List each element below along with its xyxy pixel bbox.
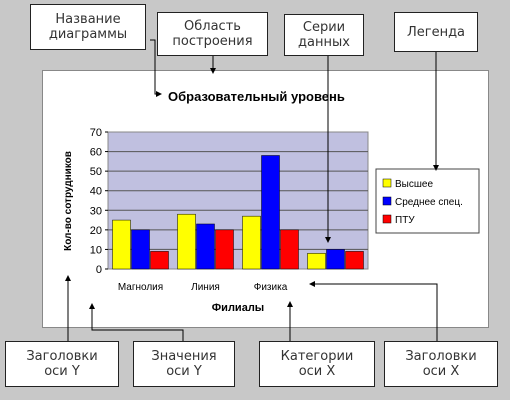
- gridlines: [108, 151, 368, 250]
- bar: [215, 229, 234, 270]
- chart-title: Образовательный уровень: [168, 89, 345, 104]
- callout-y-axis-title: Заголовки оси Y: [5, 341, 119, 387]
- y-ticks: 0 10 20 30 40 50 60 70: [90, 127, 108, 276]
- callout-chart-title-line2: диаграммы: [48, 27, 128, 42]
- x-axis-title: Филиалы: [212, 302, 264, 314]
- callout-y-axis-values: Значения оси Y: [133, 341, 235, 387]
- bar: [196, 223, 215, 270]
- x-tick-label: Линия: [191, 282, 220, 293]
- y-tick-label: 30: [90, 205, 102, 217]
- callout-chart-title-line1: Название: [55, 12, 121, 27]
- callout-plot-area-line1: Область: [184, 19, 241, 34]
- plot-area: [107, 131, 369, 270]
- y-tick-label: 60: [90, 147, 102, 159]
- callout-legend-line1: Легенда: [406, 24, 466, 40]
- bar: [177, 213, 196, 270]
- y-tick-label: 0: [96, 264, 102, 276]
- bar: [261, 155, 280, 270]
- callout-x-axis-title-line2: оси X: [422, 364, 460, 379]
- y-tick-label: 10: [90, 244, 102, 256]
- callout-plot-area: Область построения: [157, 12, 268, 56]
- legend-box: [375, 168, 480, 234]
- chart-panel: Образовательный уровень 0 10 20 30 40 50 60 70 …: [42, 70, 489, 328]
- x-tick-label: Магнолия: [118, 282, 163, 293]
- y-axis-title: Кол-во сотрудников: [63, 151, 74, 251]
- legend-label: Высшее: [395, 179, 433, 190]
- legend-swatch: [382, 178, 392, 188]
- bar: [345, 251, 364, 270]
- callout-x-axis-categories-line1: Категории: [280, 349, 354, 364]
- bar: [242, 215, 261, 270]
- bar: [112, 219, 131, 270]
- callout-data-series-line1: Серии: [302, 20, 346, 35]
- legend-label: Среднее спец.: [395, 197, 463, 208]
- y-tick-label: 20: [90, 225, 102, 237]
- callout-chart-title: Название диаграммы: [30, 4, 146, 50]
- callout-y-axis-title-line2: оси Y: [44, 364, 80, 379]
- callout-plot-area-line2: построения: [172, 34, 253, 49]
- callout-x-axis-title: Заголовки оси X: [384, 341, 498, 387]
- bar: [307, 253, 326, 270]
- callout-y-axis-values-line1: Значения: [151, 349, 217, 364]
- legend-swatch: [382, 196, 392, 206]
- legend-entries: Высшее Среднее спец. ПТУ: [382, 178, 463, 226]
- callout-data-series: Серии данных: [284, 14, 364, 56]
- callout-x-axis-categories: Категории оси X: [259, 341, 375, 387]
- callout-x-axis-title-line1: Заголовки: [405, 349, 477, 364]
- y-tick-label: 40: [90, 186, 102, 198]
- chart-svg: Образовательный уровень 010203040506070 …: [63, 89, 480, 314]
- legend-label: ПТУ: [395, 215, 415, 226]
- callout-y-axis-values-line2: оси Y: [166, 364, 202, 379]
- y-tick-label: 50: [90, 166, 102, 178]
- x-tick-label: Физика: [254, 282, 288, 293]
- bar: [131, 229, 150, 270]
- x-ticks: Магнолия Линия Физика: [118, 282, 288, 293]
- callout-y-axis-title-line1: Заголовки: [26, 349, 98, 364]
- callout-x-axis-categories-line2: оси X: [298, 364, 336, 379]
- callout-legend: Легенда: [394, 12, 478, 52]
- bar: [280, 229, 299, 270]
- bars: [112, 155, 364, 270]
- callout-data-series-line2: данных: [298, 35, 350, 50]
- bar: [326, 249, 345, 270]
- legend-swatch: [382, 214, 392, 224]
- bar: [150, 251, 169, 270]
- y-tick-label: 70: [90, 127, 102, 139]
